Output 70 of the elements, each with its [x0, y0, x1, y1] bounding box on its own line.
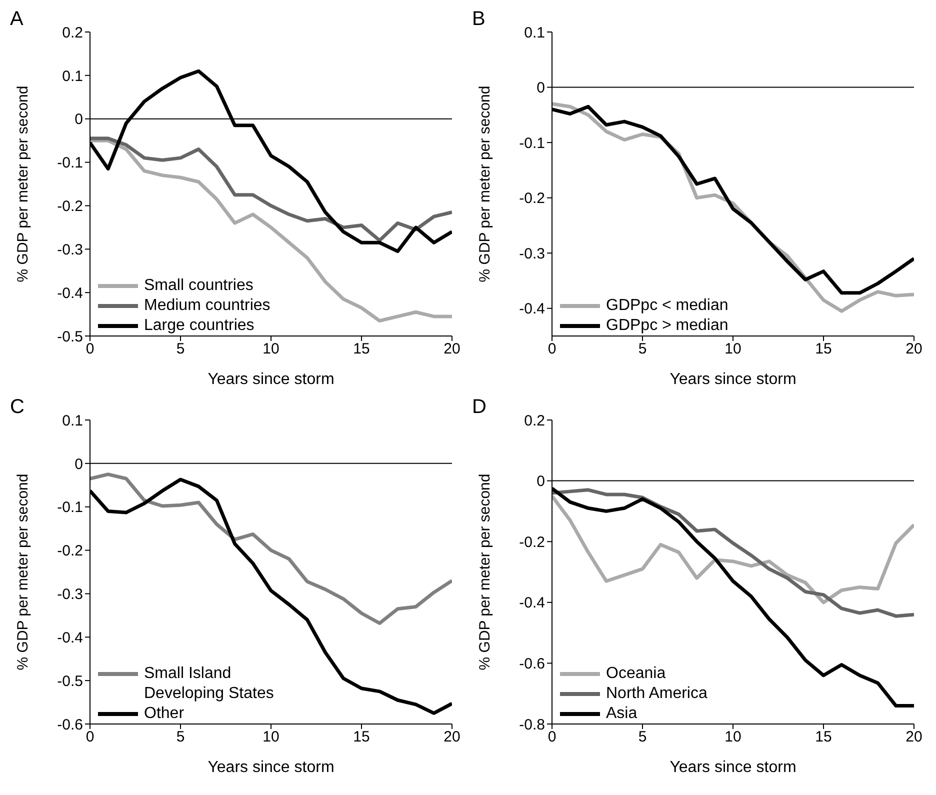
legend-label: Small countries — [144, 276, 254, 296]
x-tick-label: 15 — [353, 728, 370, 746]
legend-label: Oceania — [606, 664, 666, 684]
y-tick-label: 0.2 — [524, 412, 545, 430]
chart-title: B — [472, 8, 486, 31]
chart-title: A — [10, 8, 24, 31]
x-tick-label: 0 — [548, 340, 556, 358]
y-tick-label: -0.3 — [57, 586, 83, 604]
x-tick-label: 15 — [815, 340, 832, 358]
y-tick-label: -0.2 — [57, 542, 83, 560]
x-tick-label: 5 — [176, 340, 185, 358]
y-tick-label: -0.6 — [519, 656, 545, 673]
x-tick-label: 5 — [638, 340, 647, 358]
chart-title: C — [10, 396, 24, 419]
legend-label: GDPpc > median — [606, 316, 728, 336]
x-tick-label: 10 — [262, 728, 280, 746]
x-tick-label: 10 — [262, 340, 280, 358]
legend-label: Other — [144, 704, 184, 724]
x-tick-label: 5 — [638, 728, 647, 746]
legend-label: Small Island Developing States — [144, 664, 275, 704]
x-tick-label: 15 — [353, 340, 370, 358]
x-axis-title: Years since storm — [670, 759, 796, 776]
x-tick-label: 0 — [86, 340, 94, 358]
y-tick-label: -0.8 — [519, 716, 545, 734]
x-tick-label: 20 — [444, 728, 460, 746]
y-tick-label: -0.2 — [519, 190, 545, 208]
legend-label: GDPpc < median — [606, 296, 728, 316]
legend-label: North America — [606, 684, 708, 704]
x-tick-label: 20 — [906, 728, 922, 746]
y-tick-label: -0.2 — [519, 534, 545, 551]
y-tick-label: 0.2 — [62, 24, 83, 42]
legend-label: Large countries — [144, 316, 254, 336]
y-tick-label: 0.1 — [62, 68, 83, 85]
x-tick-label: 10 — [724, 728, 742, 746]
y-tick-label: -0.1 — [519, 134, 545, 152]
x-tick-label: 20 — [444, 340, 460, 358]
y-tick-label: 0.1 — [62, 412, 83, 430]
y-tick-label: -0.5 — [57, 672, 83, 690]
y-tick-label: -0.3 — [57, 241, 83, 258]
x-axis-title: Years since storm — [670, 371, 796, 388]
y-axis-title: % GDP per meter per second — [14, 86, 32, 282]
y-tick-label: -0.6 — [57, 716, 83, 734]
x-tick-label: 20 — [906, 340, 922, 358]
y-tick-label: -0.4 — [519, 300, 545, 318]
y-tick-label: -0.4 — [57, 284, 83, 302]
x-tick-label: 0 — [86, 728, 94, 746]
y-tick-label: 0 — [74, 111, 83, 128]
x-axis-title: Years since storm — [208, 371, 334, 388]
y-axis-title: % GDP per meter per second — [476, 86, 494, 282]
y-tick-label: 0 — [74, 456, 83, 473]
y-tick-label: -0.2 — [57, 198, 83, 216]
x-tick-label: 5 — [176, 728, 185, 746]
y-axis-title: % GDP per meter per second — [14, 474, 32, 670]
legend-label: Medium countries — [144, 296, 270, 316]
y-tick-label: -0.3 — [519, 245, 545, 262]
y-tick-label: -0.5 — [57, 328, 83, 346]
y-axis-title: % GDP per meter per second — [476, 474, 494, 670]
y-tick-label: -0.1 — [57, 499, 83, 516]
x-tick-label: 10 — [724, 340, 742, 358]
y-tick-label: 0 — [536, 473, 545, 490]
y-tick-label: -0.4 — [519, 594, 545, 612]
y-tick-label: 0 — [536, 80, 545, 97]
x-axis-title: Years since storm — [208, 759, 334, 776]
x-tick-label: 15 — [815, 728, 832, 746]
y-tick-label: -0.1 — [57, 154, 83, 172]
y-tick-label: -0.4 — [57, 629, 83, 646]
chart-title: D — [472, 396, 486, 419]
legend-label: Asia — [606, 704, 638, 724]
y-tick-label: 0.1 — [524, 24, 545, 42]
x-tick-label: 0 — [548, 728, 556, 746]
